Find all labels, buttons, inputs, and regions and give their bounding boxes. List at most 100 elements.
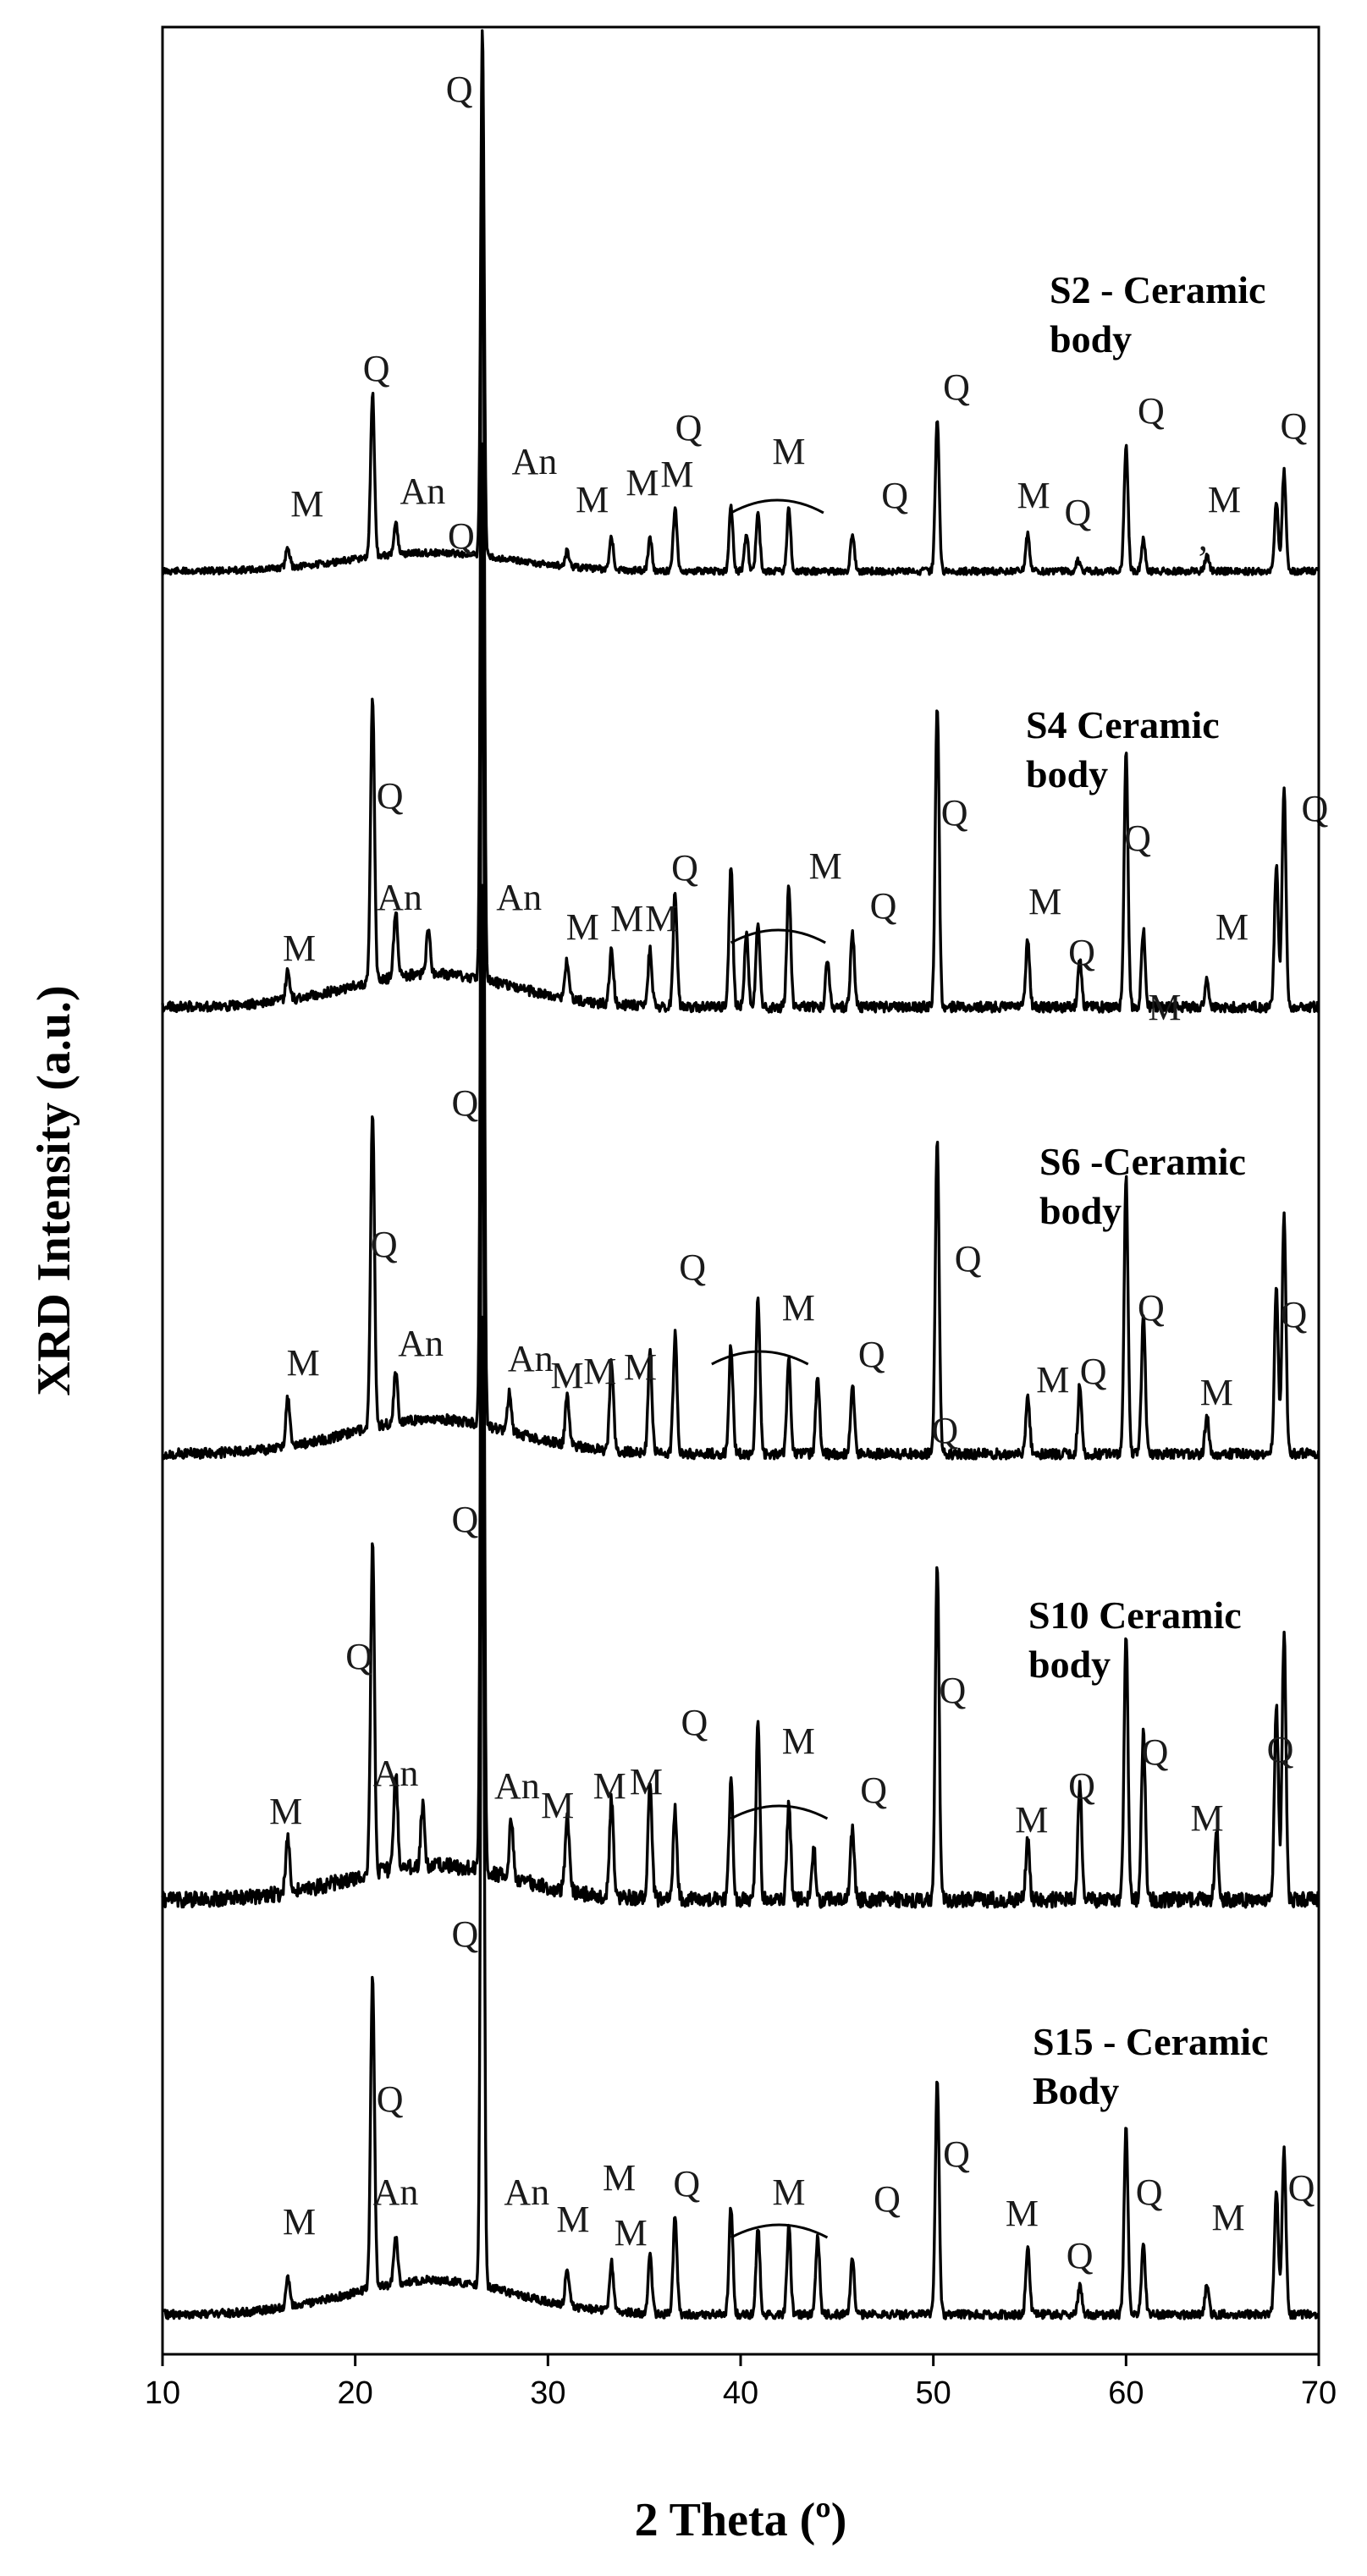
peak-label: Q — [1068, 1765, 1095, 1807]
mullite-bracket — [730, 2223, 829, 2239]
peak-label: M — [283, 927, 316, 969]
peak-label: Q — [1080, 1351, 1107, 1392]
peak-label: Q — [860, 1770, 887, 1811]
peak-label: An — [373, 2171, 419, 2213]
peak-label: An — [494, 1765, 540, 1807]
peak-label: M — [541, 1785, 574, 1826]
peak-label: An — [496, 877, 542, 918]
peak-label: M — [603, 2157, 636, 2199]
peak-label: M — [283, 2201, 316, 2243]
peak-label: Q — [377, 2078, 404, 2120]
peak-label: M — [630, 1761, 663, 1803]
peak-label: M — [624, 1346, 657, 1388]
peak-label: Q — [943, 366, 970, 408]
series-label: S6 -Ceramic — [1039, 1140, 1246, 1183]
series-label: S2 - Ceramic — [1050, 268, 1265, 311]
peak-label: M — [1211, 2197, 1244, 2238]
peak-label: Q — [858, 1334, 885, 1375]
peak-label: M — [576, 479, 609, 520]
peak-label: Q — [679, 1247, 706, 1288]
peak-label: M — [1017, 475, 1050, 516]
peak-label: Q — [1065, 492, 1092, 533]
x-axis-label: 2 Theta (º) — [635, 2494, 847, 2546]
peak-label: , — [1199, 517, 1208, 559]
peak-label: Q — [681, 1702, 708, 1743]
peak-label: Q — [1142, 1731, 1169, 1773]
peak-label: Q — [1068, 932, 1095, 973]
peak-label: Q — [452, 1082, 479, 1124]
plot-frame — [161, 25, 1320, 2356]
peak-label: Q — [881, 475, 908, 516]
peak-label: Q — [1267, 1729, 1294, 1770]
peak-label: M — [1190, 1797, 1223, 1839]
peak-label: M — [809, 845, 842, 887]
peak-label: M — [1036, 1359, 1069, 1401]
peak-label: Q — [446, 69, 473, 110]
peak-label: M — [1015, 1799, 1048, 1841]
peak-label: Q — [1281, 405, 1308, 447]
x-tick-label: 50 — [916, 2375, 951, 2411]
peak-label: Q — [1138, 1287, 1165, 1329]
mullite-bracket — [730, 1804, 829, 1820]
series-label: S10 Ceramic — [1028, 1593, 1242, 1637]
mullite-bracket — [730, 498, 824, 515]
peak-label: M — [772, 2171, 805, 2213]
peak-label: Q — [671, 847, 698, 889]
peak-label: Q — [1281, 1294, 1308, 1335]
peak-label: M — [551, 1355, 584, 1396]
x-axis-ticks: 10 20 30 40 50 60 70 — [145, 2354, 1337, 2411]
peak-label: M — [1028, 881, 1061, 922]
series-label: body — [1039, 1189, 1122, 1232]
x-tick-label: 60 — [1108, 2375, 1144, 2411]
peak-label: Q — [1136, 2171, 1163, 2213]
peak-label: Q — [1288, 2167, 1315, 2209]
xrd-pattern-line — [161, 29, 1320, 576]
peak-label: Q — [955, 1238, 982, 1280]
peak-label: Q — [371, 1224, 398, 1265]
xrd-pattern-line — [161, 883, 1320, 1909]
peak-label: Q — [448, 515, 475, 557]
peak-label: Q — [363, 348, 390, 389]
peak-label: Q — [452, 1913, 479, 1955]
peak-label: Q — [675, 407, 703, 449]
xrd-pattern-line — [161, 442, 1320, 1461]
x-tick-label: 20 — [338, 2375, 373, 2411]
peak-label: Q — [673, 2163, 700, 2204]
peak-label: M — [782, 1720, 815, 1762]
peak-label: An — [504, 2171, 549, 2213]
x-tick-label: 70 — [1301, 2375, 1337, 2411]
peak-label: Q — [1124, 817, 1151, 859]
peak-label: M — [610, 898, 643, 939]
peak-label: M — [290, 483, 323, 525]
xrd-pattern-line — [162, 1315, 1320, 2320]
series-label: S4 Ceramic — [1026, 703, 1220, 746]
peak-label: M — [615, 2212, 648, 2254]
peak-label: Q — [1138, 390, 1165, 432]
x-tick-label: 10 — [145, 2375, 180, 2411]
series-label: body — [1028, 1643, 1111, 1686]
xrd-pattern-line — [161, 39, 1320, 1014]
peak-label: Q — [943, 2133, 970, 2175]
peak-label: Q — [931, 1410, 958, 1451]
x-tick-label: 40 — [723, 2375, 758, 2411]
peak-label: M — [566, 906, 599, 948]
mullite-bracket — [730, 928, 826, 944]
peak-label: M — [660, 454, 693, 495]
peak-label: M — [782, 1287, 815, 1329]
peak-label: Q — [1302, 788, 1329, 829]
peak-label: An — [373, 1753, 419, 1794]
y-axis-label: XRD Intensity (a.u.) — [28, 985, 80, 1395]
peak-label: Q — [870, 885, 897, 927]
peak-label: M — [645, 898, 678, 939]
series-label: S15 - Ceramic — [1033, 2020, 1268, 2063]
peak-label: Q — [452, 1499, 479, 1540]
series-label: body — [1026, 752, 1108, 795]
peak-label: M — [287, 1342, 320, 1384]
peak-label: Q — [874, 2178, 901, 2220]
